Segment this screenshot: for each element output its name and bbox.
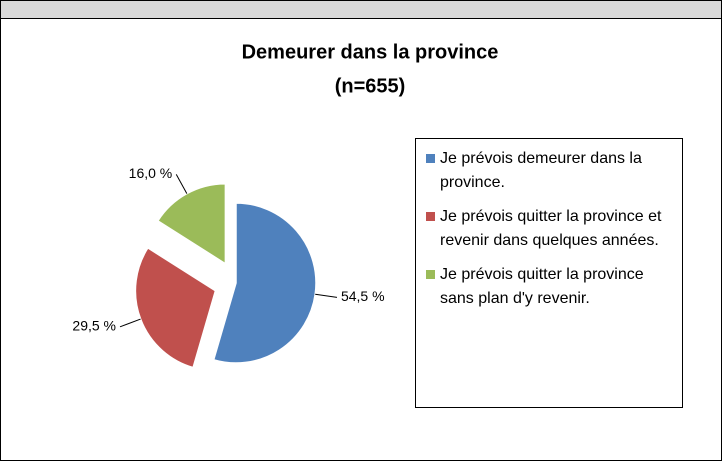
chart-title: Demeurer dans la province — [242, 41, 499, 63]
leader-line — [315, 293, 338, 298]
legend-label: Je prévois quitter la province sans plan… — [440, 266, 644, 307]
legend-swatch — [426, 270, 435, 279]
legend-entry: Je prévois quitter la province et reveni… — [426, 205, 674, 253]
legend: Je prévois demeurer dans la province. Je … — [415, 138, 683, 408]
pie-slice — [134, 246, 217, 369]
pie-slice — [212, 202, 317, 364]
pie-slice — [156, 182, 227, 266]
chart-subtitle: (n=655) — [335, 75, 406, 97]
legend-entry: Je prévois quitter la province sans plan… — [426, 263, 674, 311]
legend-swatch — [426, 212, 435, 221]
data-label: 54,5 % — [341, 288, 385, 304]
leader-line — [175, 174, 188, 194]
legend-label: Je prévois quitter la province et reveni… — [440, 208, 662, 249]
data-label: 29,5 % — [72, 318, 116, 334]
legend-entry: Je prévois demeurer dans la province. — [426, 147, 674, 195]
data-label: 16,0 % — [129, 165, 173, 181]
legend-swatch — [426, 154, 435, 163]
leader-line — [119, 318, 141, 328]
legend-label: Je prévois demeurer dans la province. — [440, 150, 642, 191]
